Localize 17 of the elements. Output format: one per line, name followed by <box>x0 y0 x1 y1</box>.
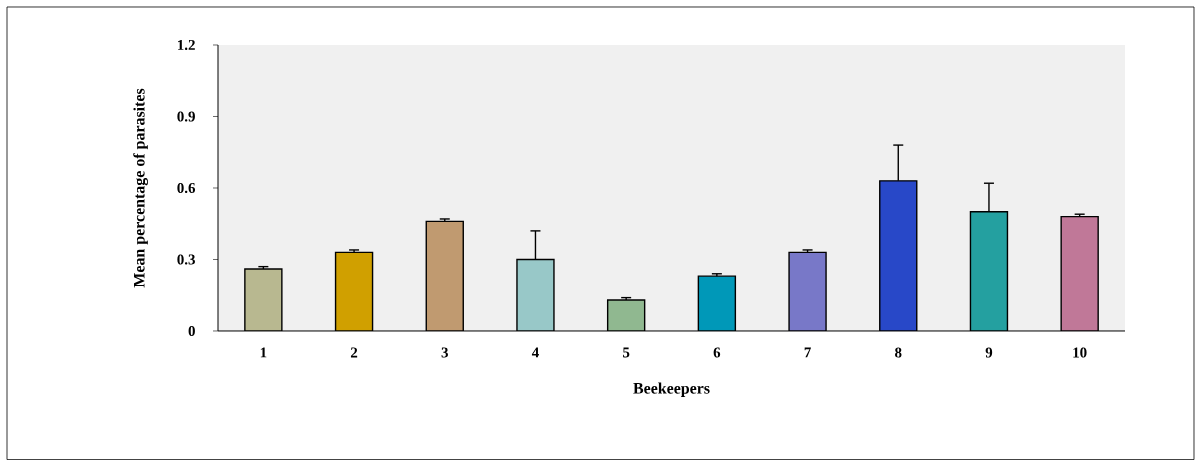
y-tick-label: 0 <box>188 325 195 337</box>
x-tick-label: 9 <box>985 347 993 358</box>
x-tick-label: 7 <box>804 347 811 358</box>
x-tick-label: 4 <box>531 347 539 358</box>
x-tick-label: 5 <box>623 347 630 358</box>
y-axis-title: Mean percentage of parasites <box>133 88 148 288</box>
x-tick-label: 10 <box>1073 347 1087 358</box>
x-tick-label: 2 <box>350 347 358 358</box>
x-tick-label: 1 <box>260 347 267 358</box>
y-tick-label: 0.9 <box>177 111 195 122</box>
y-tick-label: 1.2 <box>178 39 195 51</box>
x-axis-title: Beekeepers <box>633 382 710 397</box>
y-tick-label: 0.6 <box>177 182 196 194</box>
y-tick-label: 0.3 <box>177 254 195 265</box>
x-tick-label: 6 <box>713 347 721 358</box>
x-tick-label: 8 <box>895 347 902 358</box>
x-tick-label: 3 <box>441 347 448 358</box>
